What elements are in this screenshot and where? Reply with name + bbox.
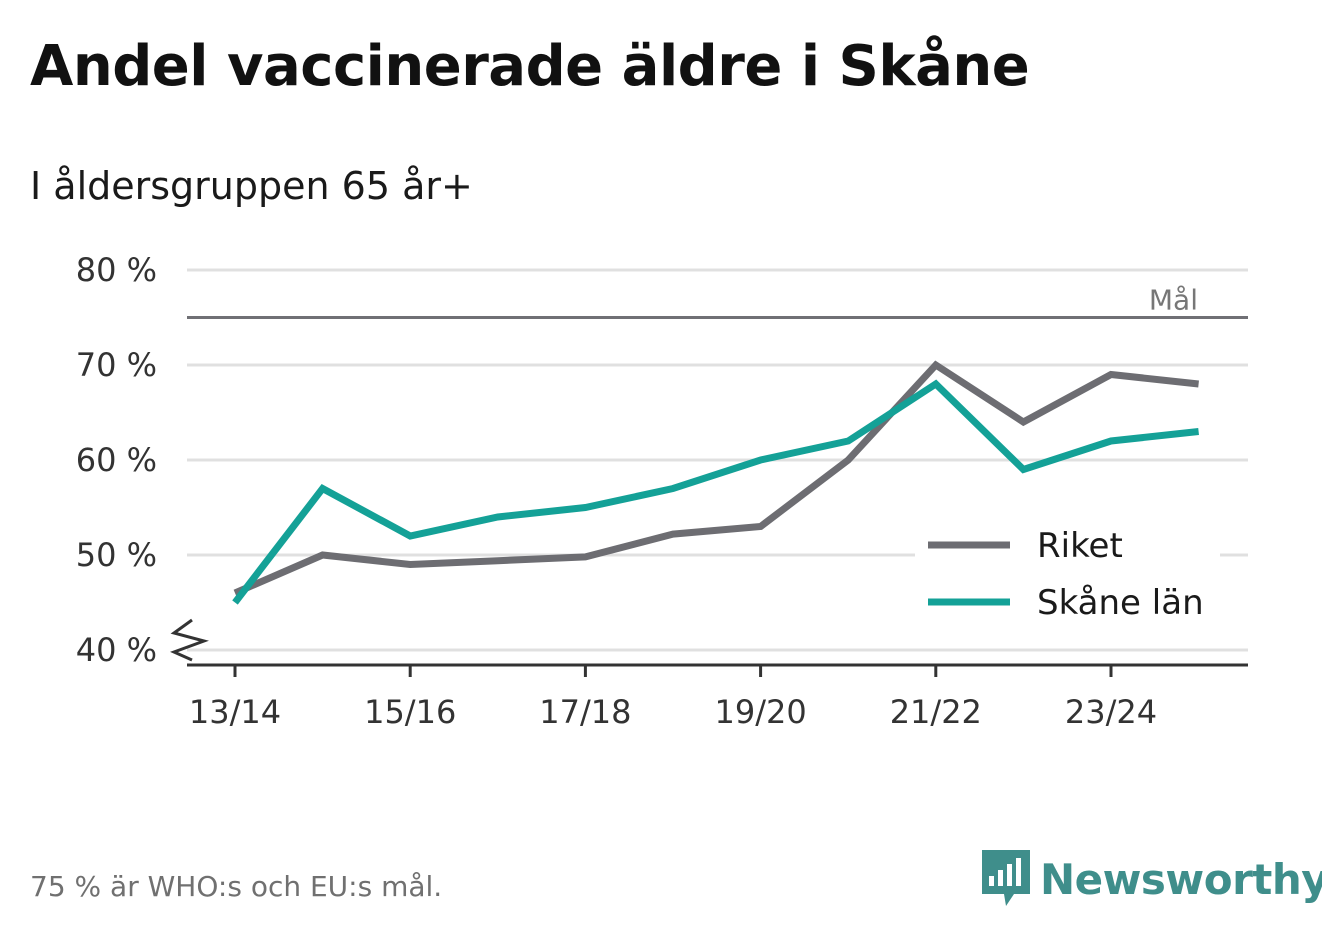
axis-break-marker bbox=[170, 618, 209, 662]
series-line-1 bbox=[233, 360, 1199, 597]
x-tick-label: 13/14 bbox=[189, 693, 281, 731]
brand-logo: Newsworthy bbox=[980, 848, 1322, 910]
legend-label-2: Skåne län bbox=[1037, 583, 1204, 623]
reference-line-group: Mål bbox=[187, 284, 1248, 319]
y-tick-label: 40 % bbox=[76, 631, 157, 669]
brand-name: Newsworthy bbox=[1040, 854, 1322, 904]
goal-label: Mål bbox=[1149, 284, 1198, 317]
chart-title: Andel vaccinerade äldre i Skåne bbox=[30, 34, 1030, 99]
x-tick-label: 19/20 bbox=[714, 693, 806, 731]
axes: 40 % 50 % 60 % 70 % 80 % 13/14 15/16 17/18 19/20… bbox=[76, 251, 1248, 731]
y-tick-label: 50 % bbox=[76, 536, 157, 574]
legend-label-1: Riket bbox=[1037, 526, 1123, 566]
x-tick-label: 15/16 bbox=[364, 693, 456, 731]
series-lines bbox=[232, 360, 1199, 605]
y-tick-label: 60 % bbox=[76, 441, 157, 479]
legend-background bbox=[915, 522, 1220, 630]
newsworthy-logo-icon bbox=[982, 850, 1030, 906]
footnote: 75 % är WHO:s och EU:s mål. bbox=[30, 870, 443, 903]
series-line-2 bbox=[232, 379, 1199, 605]
chart-subtitle: I åldersgruppen 65 år+ bbox=[30, 164, 473, 208]
y-tick-label: 80 % bbox=[76, 251, 157, 289]
x-tick-label: 17/18 bbox=[539, 693, 631, 731]
x-tick-label: 23/24 bbox=[1065, 693, 1157, 731]
y-tick-label: 70 % bbox=[76, 346, 157, 384]
legend: Riket Skåne län bbox=[915, 522, 1220, 630]
x-tick-label: 21/22 bbox=[890, 693, 982, 731]
